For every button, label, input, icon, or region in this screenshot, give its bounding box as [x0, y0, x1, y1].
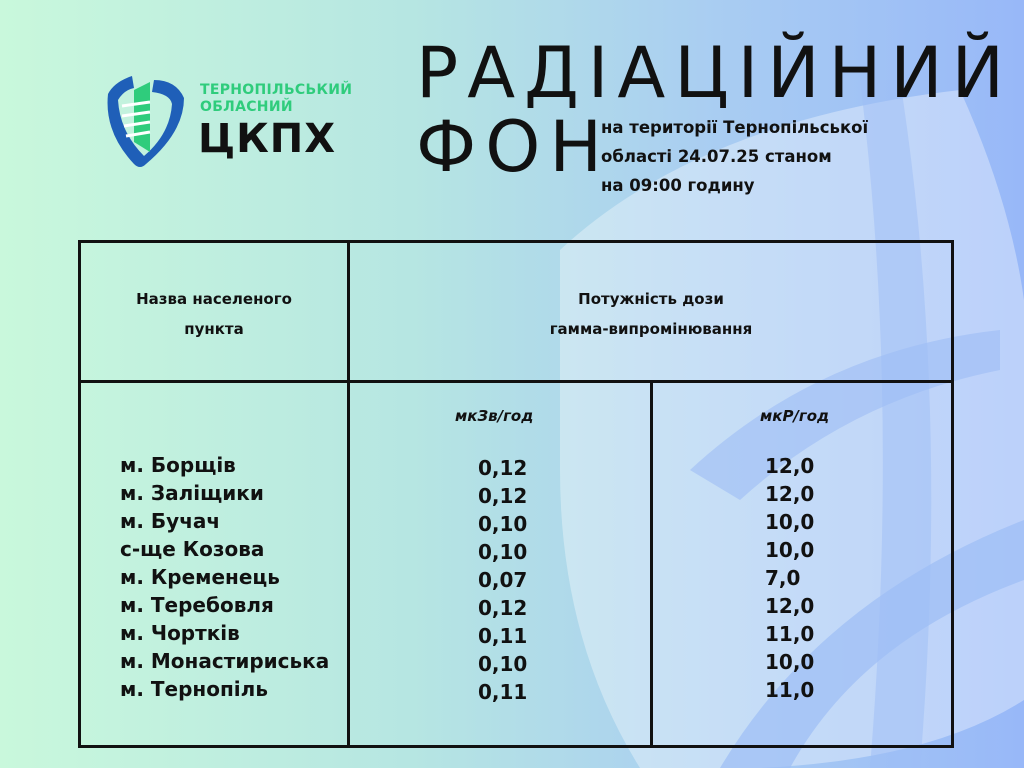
place-name: м. Кременець [120, 565, 280, 589]
place-name: м. Борщів [120, 453, 236, 477]
ur-value: 11,0 [765, 622, 815, 646]
subtitle-line: на 09:00 годину [601, 176, 755, 195]
header-text: Назва населеного [136, 290, 292, 308]
page-title-line2: ФОН [416, 106, 611, 188]
ur-value: 7,0 [765, 566, 801, 590]
place-name: м. Чортків [120, 621, 240, 645]
ur-value: 10,0 [765, 538, 815, 562]
header-text: пункта [184, 320, 244, 338]
place-name: м. Бучач [120, 509, 221, 533]
header-text: Потужність дози [578, 290, 724, 308]
header-place-name: Назва населеного пункта [80, 284, 348, 344]
row-divider [80, 380, 952, 383]
place-name: с-ще Козова [120, 537, 265, 561]
header-text: гамма-випромінювання [549, 320, 753, 338]
logo-text-line1: ТЕРНОПІЛЬСЬКИЙ [200, 82, 353, 98]
place-list: м. Борщів м. Заліщики м. Бучач с-ще Козова м… [120, 451, 329, 703]
usv-value: 0,11 [478, 624, 528, 648]
logo-text-line2: ОБЛАСНИЙ [200, 99, 293, 115]
ur-value: 12,0 [765, 594, 815, 618]
usv-value: 0,12 [478, 596, 528, 620]
place-name: м. Тернопіль [120, 677, 268, 701]
place-name: м. Монастириська [120, 649, 330, 673]
usv-value: 0,10 [478, 540, 528, 564]
ur-value: 12,0 [765, 454, 815, 478]
usv-value: 0,11 [478, 680, 528, 704]
usv-list: 0,12 0,12 0,10 0,10 0,07 0,12 0,11 0,10 0,11 [478, 454, 527, 706]
column-divider [347, 243, 350, 748]
place-name: м. Заліщики [120, 481, 264, 505]
ur-list: 12,0 12,0 10,0 10,0 7,0 12,0 11,0 10,0 11,0 [765, 452, 814, 704]
column-divider [650, 382, 653, 748]
radiation-table [78, 240, 954, 748]
ur-value: 10,0 [765, 650, 815, 674]
usv-value: 0,12 [478, 484, 528, 508]
place-name: м. Теребовля [120, 593, 274, 617]
usv-value: 0,07 [478, 568, 528, 592]
page-title-line1: РАДІАЦІЙНИЙ [416, 32, 1014, 114]
subtitle-line: на території Тернопільської [601, 118, 869, 137]
unit-usv: мкЗв/год [455, 407, 534, 425]
usv-value: 0,12 [478, 456, 528, 480]
shield-logo-icon [107, 76, 184, 167]
subtitle-line: області 24.07.25 станом [601, 147, 832, 166]
logo-text-abbrev: ЦКПХ [198, 116, 337, 162]
unit-ur: мкР/год [760, 407, 830, 425]
ur-value: 11,0 [765, 678, 815, 702]
ur-value: 10,0 [765, 510, 815, 534]
ur-value: 12,0 [765, 482, 815, 506]
usv-value: 0,10 [478, 512, 528, 536]
header-dose-rate: Потужність дози гамма-випромінювання [350, 284, 952, 344]
usv-value: 0,10 [478, 652, 528, 676]
